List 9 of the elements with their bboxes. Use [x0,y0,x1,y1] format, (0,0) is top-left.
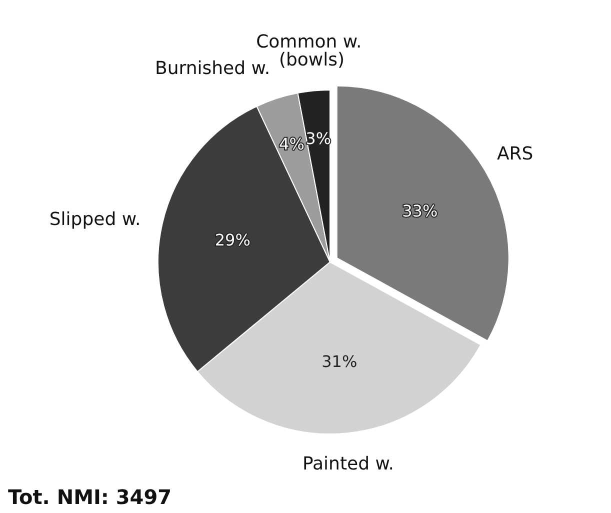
text: Tot. NMI: 3497 [8,485,172,509]
slice-label: Slipped w. [49,209,141,230]
slice-label: ARS [496,144,534,165]
data-label: 33% [402,202,438,221]
data-label: 29% [214,230,250,250]
data-label: 4% [279,134,304,154]
slice-label: Painted w. [302,454,394,475]
slice-label: Burnished w. [154,58,270,79]
data-label: 31% [322,352,358,371]
